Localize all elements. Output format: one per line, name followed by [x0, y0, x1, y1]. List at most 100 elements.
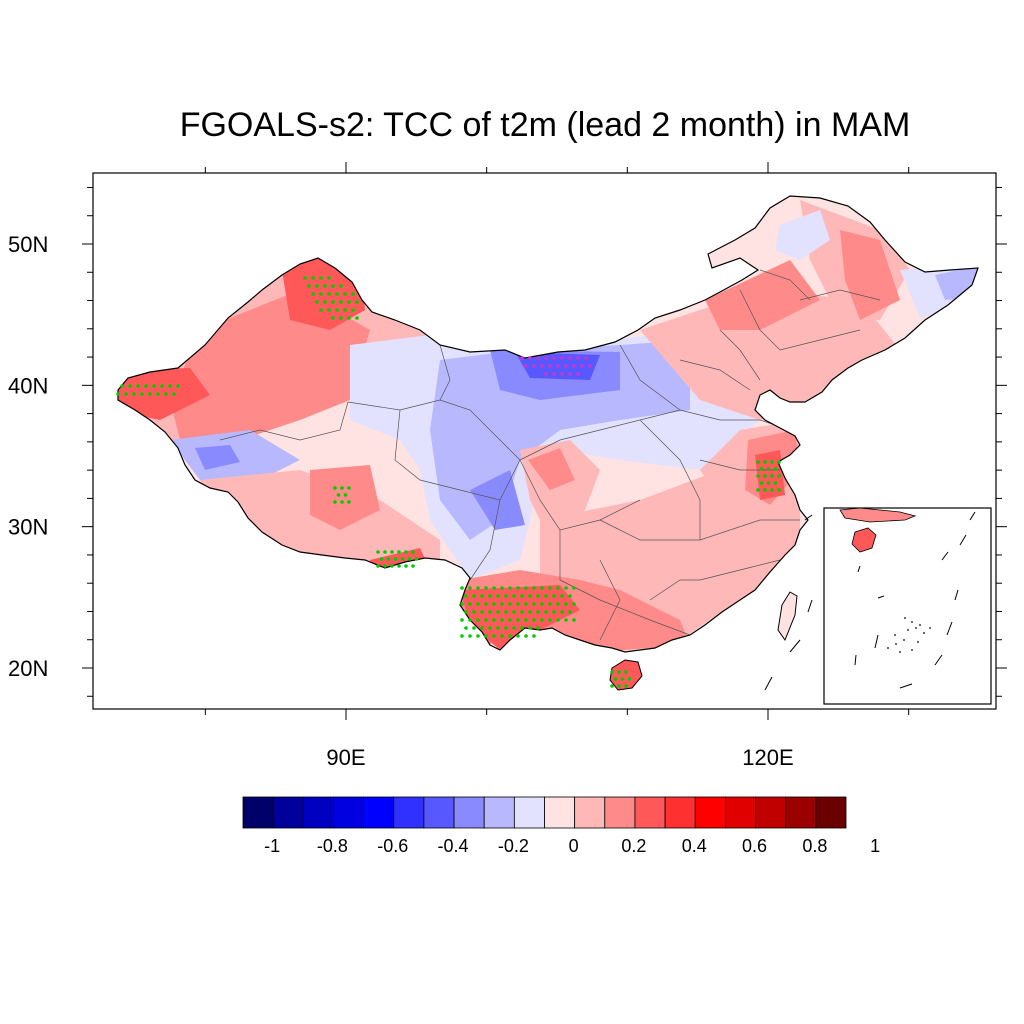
dash [946, 621, 953, 636]
significance-dot [568, 372, 572, 376]
significance-dot [343, 308, 347, 312]
significance-dot [572, 618, 576, 622]
field-region-sichuan-west-neg [470, 470, 525, 530]
significance-dot [572, 586, 576, 590]
significance-dot [568, 356, 572, 360]
significance-dot [584, 356, 588, 360]
significance-dot [532, 602, 536, 606]
significance-dot [536, 610, 540, 614]
dash [969, 511, 976, 521]
south-china-sea-inset [823, 507, 992, 705]
significance-dot [528, 594, 532, 598]
significance-dot [327, 308, 331, 312]
significance-dot [339, 300, 343, 304]
significance-dot [610, 670, 614, 674]
significance-dot [468, 602, 472, 606]
significance-dot [576, 372, 580, 376]
significance-dot [544, 372, 548, 376]
significance-dot [773, 481, 778, 485]
significance-dot [343, 493, 348, 497]
significance-dot [390, 550, 394, 554]
significance-dot [414, 557, 419, 561]
significance-dot [124, 392, 128, 396]
significance-dot [488, 626, 492, 630]
significance-dot [355, 316, 359, 320]
significance-dot [340, 486, 344, 490]
significance-dot [327, 292, 331, 296]
significance-dot [315, 300, 319, 304]
significance-dot [484, 618, 488, 622]
significance-dot [339, 284, 343, 288]
dash [959, 534, 967, 546]
significance-dot [488, 594, 492, 598]
significance-dot [331, 316, 335, 320]
significance-dot [347, 300, 351, 304]
islet [917, 641, 919, 643]
dash [857, 565, 861, 573]
colorbar-swatch [755, 796, 787, 829]
islet [907, 629, 909, 631]
significance-dot [564, 364, 568, 368]
significance-dot [548, 364, 552, 368]
inset-dashes [854, 511, 976, 689]
significance-dot [323, 300, 327, 304]
significance-dot [548, 586, 552, 590]
significance-dot [564, 586, 568, 590]
colorbar-label: 1 [870, 836, 880, 856]
y-tick-label: 20N [8, 656, 48, 681]
significance-dot [536, 356, 540, 360]
significance-dot [540, 618, 544, 622]
significance-dot [576, 356, 580, 360]
significance-dot [560, 356, 564, 360]
significance-dot [508, 586, 512, 590]
significance-dot [504, 610, 508, 614]
significance-dot [492, 602, 496, 606]
colorbar-label: 0 [569, 836, 579, 856]
significance-dot [484, 602, 488, 606]
significance-dot [564, 602, 568, 606]
colorbar-swatch [302, 796, 334, 829]
significance-dot [552, 356, 556, 360]
significance-dot [397, 550, 401, 554]
significance-dot [404, 564, 408, 568]
significance-dot [327, 276, 331, 280]
significance-dot [552, 594, 556, 598]
colorbar-swatch [393, 796, 425, 829]
boundary-line [439, 344, 451, 401]
significance-dot [397, 564, 401, 568]
significance-dot [411, 564, 415, 568]
islet [915, 627, 917, 629]
field-region-kashgar [118, 368, 210, 420]
inset-mainland [839, 507, 917, 523]
significance-dot [390, 564, 394, 568]
significance-dot [168, 384, 172, 388]
axis-tick-labels: 90E 120E 20N 30N 40N 50N [8, 232, 794, 770]
significance-dot [351, 292, 355, 296]
significance-dot [524, 364, 528, 368]
boundary-line [699, 459, 780, 471]
significance-dot [536, 626, 540, 630]
significance-dot [777, 460, 781, 464]
colorbar-swatch [544, 796, 576, 829]
significance-dot [472, 610, 476, 614]
significance-dot [512, 610, 516, 614]
dash [854, 654, 857, 666]
significance-dot [536, 594, 540, 598]
significance-dot [564, 618, 568, 622]
significance-dot [544, 610, 548, 614]
colorbar-label: -0.4 [438, 836, 469, 856]
significance-dot [319, 292, 323, 296]
significance-dot [540, 602, 544, 606]
stipple-significant-positive [116, 276, 781, 688]
colorbar-labels: -1 -0.8 -0.6 -0.4 -0.2 0 0.2 0.4 0.6 0.8 1 [264, 836, 880, 856]
boundary-line [719, 329, 761, 381]
significance-dot [120, 384, 124, 388]
colorbar-swatch [725, 796, 756, 829]
significance-dot [476, 586, 480, 590]
significance-dot [552, 372, 556, 376]
significance-dot [311, 276, 315, 280]
significance-dot [480, 626, 484, 630]
significance-dot [492, 618, 496, 622]
dash [877, 595, 885, 599]
